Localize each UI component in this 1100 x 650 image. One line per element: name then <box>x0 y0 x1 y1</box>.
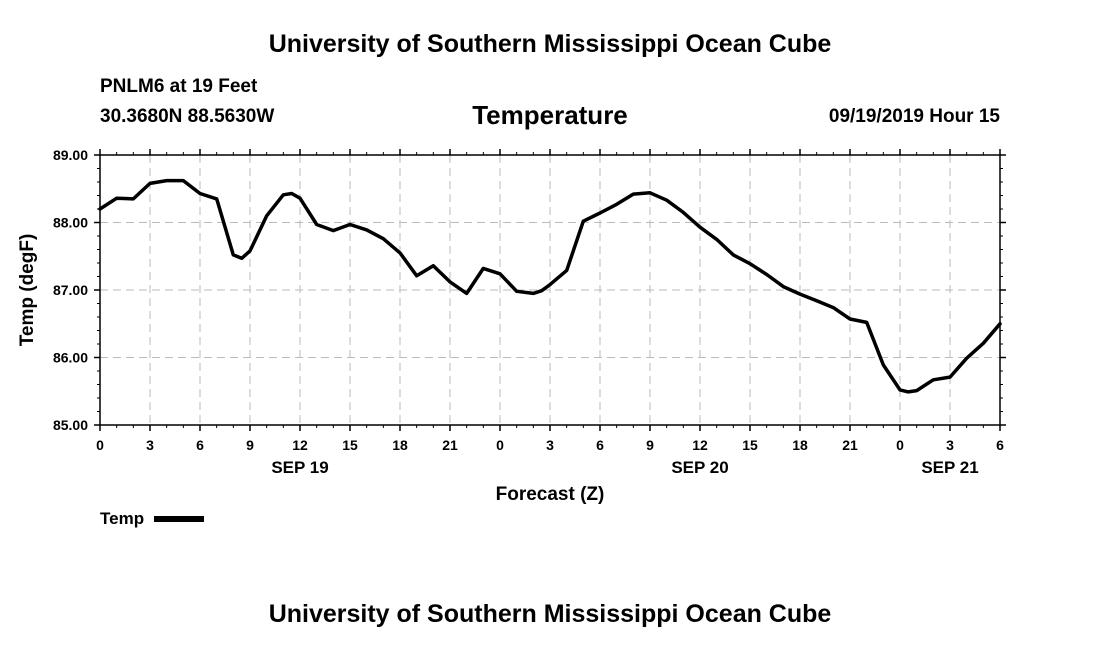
x-tick-label: 6 <box>596 437 604 453</box>
date-label: SEP 19 <box>271 458 328 477</box>
y-tick-label: 89.00 <box>53 147 88 163</box>
axis-labels: 85.00 86.00 87.00 88.00 89.00 0 3 6 9 12 15 18 21 0 3 6… <box>53 147 1004 477</box>
forecast-datetime: 09/19/2019 Hour 15 <box>828 106 1000 127</box>
y-axis-title: Temp (degF) <box>17 234 38 347</box>
x-tick-label: 15 <box>342 437 358 453</box>
x-tick-label: 15 <box>742 437 758 453</box>
y-tick-label: 87.00 <box>53 282 88 298</box>
x-tick-label: 9 <box>246 437 254 453</box>
x-axis-title: Forecast (Z) <box>496 484 605 505</box>
x-tick-label: 18 <box>392 437 408 453</box>
x-tick-label: 0 <box>96 437 104 453</box>
station-coordinates: 30.3680N 88.5630W <box>100 106 275 127</box>
x-tick-label: 0 <box>896 437 904 453</box>
y-tick-label: 88.00 <box>53 215 88 231</box>
x-tick-label: 9 <box>646 437 654 453</box>
x-tick-label: 18 <box>792 437 808 453</box>
x-tick-label: 21 <box>842 437 858 453</box>
x-tick-label: 3 <box>946 437 954 453</box>
x-tick-label: 0 <box>496 437 504 453</box>
x-tick-label: 12 <box>292 437 308 453</box>
x-tick-label: 12 <box>692 437 708 453</box>
legend: Temp <box>100 509 205 529</box>
date-label: SEP 21 <box>921 458 978 477</box>
page-title: University of Southern Mississippi Ocean… <box>268 30 832 58</box>
temp-series-line <box>98 178 1002 394</box>
station-name: PNLM6 at 19 Feet <box>100 76 258 97</box>
y-tick-label: 86.00 <box>53 350 88 366</box>
footer-title: University of Southern Mississippi Ocean… <box>268 600 832 628</box>
chart-title: Temperature <box>472 100 628 130</box>
y-tick-label: 85.00 <box>53 417 88 433</box>
date-label: SEP 20 <box>671 458 728 477</box>
x-tick-label: 21 <box>442 437 458 453</box>
legend-label: Temp <box>100 509 145 528</box>
x-tick-label: 6 <box>196 437 204 453</box>
axis-ticks <box>94 149 1006 431</box>
x-tick-label: 6 <box>996 437 1004 453</box>
x-tick-label: 3 <box>546 437 554 453</box>
x-tick-label: 3 <box>146 437 154 453</box>
legend-line-swatch <box>154 516 205 522</box>
grid <box>100 155 1000 425</box>
